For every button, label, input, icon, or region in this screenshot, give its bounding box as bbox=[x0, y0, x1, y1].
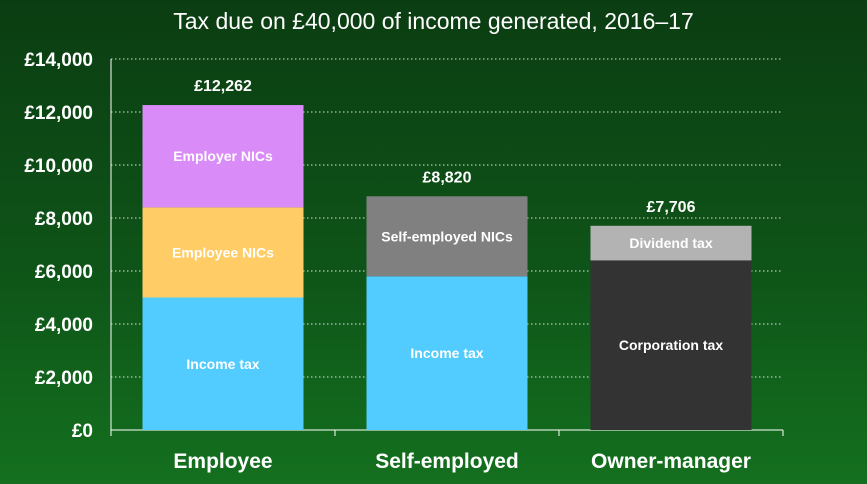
segment-label: Corporation tax bbox=[619, 337, 723, 353]
y-tick-label: £12,000 bbox=[24, 103, 93, 124]
y-tick-label: £4,000 bbox=[35, 315, 93, 336]
bar-segment bbox=[142, 207, 304, 298]
chart-title: Tax due on £40,000 of income generated, … bbox=[173, 8, 694, 34]
bar-segment bbox=[590, 225, 752, 261]
segment-label: Dividend tax bbox=[629, 235, 712, 251]
category-label: Owner-manager bbox=[591, 450, 751, 473]
y-tick-label: £2,000 bbox=[35, 368, 93, 389]
segment-label: Self-employed NICs bbox=[381, 228, 513, 244]
bar-segment bbox=[366, 196, 528, 277]
segment-label: Employee NICs bbox=[172, 244, 274, 260]
segment-label: Employer NICs bbox=[173, 148, 273, 164]
y-tick-label: £14,000 bbox=[24, 50, 93, 71]
y-tick-label: £8,000 bbox=[35, 209, 93, 230]
bar-segment bbox=[366, 276, 528, 430]
y-tick-label: £6,000 bbox=[35, 262, 93, 283]
bar-total-label: £12,262 bbox=[194, 78, 252, 95]
bar-segment bbox=[590, 260, 752, 430]
segment-label: Income tax bbox=[410, 345, 483, 361]
y-tick-label: £0 bbox=[72, 421, 93, 442]
y-tick-label: £10,000 bbox=[24, 156, 93, 177]
category-label: Self-employed bbox=[375, 450, 519, 473]
bar-total-label: £8,820 bbox=[423, 169, 472, 186]
bar-segment bbox=[142, 105, 304, 208]
segment-label: Income tax bbox=[186, 356, 259, 372]
bar-segment bbox=[142, 297, 304, 430]
category-label: Employee bbox=[173, 450, 272, 473]
bar-total-label: £7,706 bbox=[647, 199, 696, 216]
